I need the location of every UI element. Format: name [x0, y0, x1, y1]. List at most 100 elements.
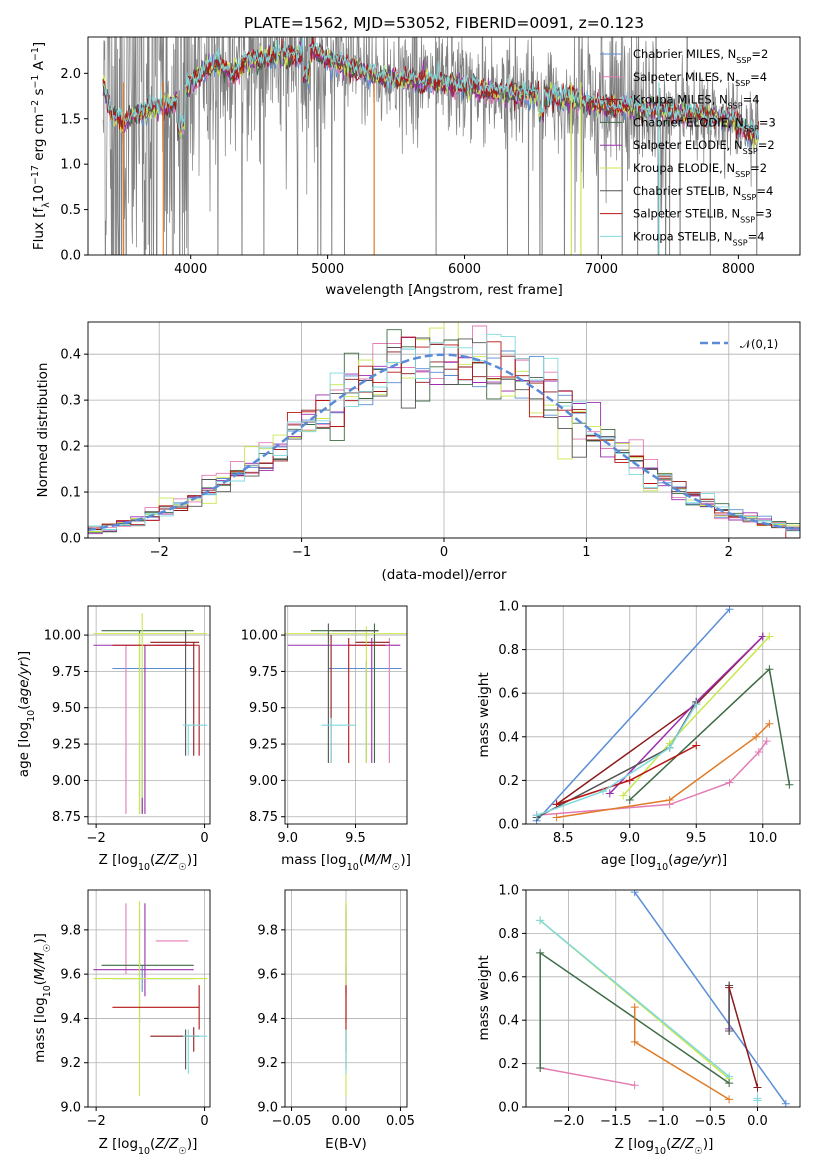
x-tick-label: −0.05: [272, 1114, 312, 1129]
y-axis-label: mass weight: [476, 955, 492, 1040]
weight-marker: [765, 665, 774, 674]
weight-marker: [725, 1027, 734, 1036]
weight-line: [633, 1007, 730, 1101]
x-axis-label: (data-model)/error: [381, 567, 507, 583]
x-axis-label: E(B-V): [325, 1136, 367, 1152]
x-axis-label: Z [log10(Z/Z☉)]: [99, 1136, 198, 1157]
weight-marker: [762, 737, 771, 746]
legend-entry: Chabrier ELODIE, NSSP=3: [633, 115, 776, 132]
weight-marker: [532, 811, 541, 820]
weight-marker: [753, 1083, 762, 1092]
axes-frame: [87, 605, 211, 825]
x-tick-label: 0: [200, 831, 208, 846]
y-tick-label: 0.8: [498, 643, 519, 658]
axes-frame: [525, 605, 801, 825]
x-tick-label: 9.0: [619, 831, 640, 846]
weight-marker: [765, 719, 774, 728]
plot-area: [285, 623, 407, 763]
weight-marker: [725, 983, 734, 992]
x-tick-label: 0.00: [332, 1114, 361, 1129]
y-tick-label: 9.0: [60, 1101, 81, 1116]
weight-marker: [665, 796, 674, 805]
weight-marker: [725, 606, 734, 614]
legend-entry: Salpeter STELIB, NSSP=3: [633, 207, 772, 225]
weight-marker: [536, 1063, 545, 1072]
weight-marker: [781, 1099, 790, 1107]
legend-entry: Chabrier MILES, NSSP=2: [633, 47, 768, 65]
gaussian-reference-curve: [88, 353, 800, 532]
x-tick-label: 7000: [585, 262, 618, 277]
weight-marker: [552, 813, 561, 822]
y-tick-label: 0.0: [498, 818, 519, 833]
y-axis-label: age [log10(age/yr)]: [16, 651, 37, 777]
y-tick-label: 10.00: [241, 629, 278, 644]
y-tick-label: 9.25: [249, 738, 278, 753]
x-tick-label: −1: [292, 545, 311, 560]
chart-title: PLATE=1562, MJD=53052, FIBERID=0091, z=0…: [244, 14, 644, 32]
mass-vs-metallicity-panel: −2 0 9.0 9.2 9.4 9.6 9.8 Z [log10(Z/Z☉)] mass [l…: [32, 889, 211, 1157]
x-axis-label: Z [log10(Z/Z☉)]: [615, 1136, 714, 1157]
y-axis-label: Normed distribution: [35, 363, 51, 498]
weight-marker: [753, 1094, 762, 1103]
weight-marker: [692, 700, 701, 709]
x-tick-label: 2: [725, 545, 733, 560]
y-tick-label: 9.6: [60, 968, 81, 983]
x-tick-label: 5000: [311, 262, 344, 277]
weight-marker: [625, 796, 634, 805]
weight-vs-metallicity-panel: −2.0 −1.5 −1.0 −0.5 0.0 0.0 0.2 0.4 0.6 0.8 1.0 Z […: [476, 884, 801, 1157]
weight-marker: [552, 800, 561, 809]
x-tick-label: −2: [150, 545, 169, 560]
x-tick-label: 1: [582, 545, 590, 560]
x-tick-label: −0.5: [694, 1114, 726, 1129]
weight-vs-age-panel: 8.5 9.0 9.5 10.0 0.0 0.2 0.4 0.6 0.8 1.0 age [log1…: [476, 600, 801, 873]
axes-frame: [87, 36, 801, 256]
y-tick-label: 1.0: [498, 600, 519, 615]
weight-marker: [725, 778, 734, 787]
y-tick-label: 0.2: [60, 440, 81, 455]
weight-marker: [630, 1003, 639, 1012]
y-tick-label: 1.0: [498, 884, 519, 899]
weight-marker: [765, 632, 774, 641]
legend-entry: 𝒩(0,1): [740, 337, 778, 351]
legend-entry: Kroupa STELIB, NSSP=4: [633, 229, 765, 247]
age-vs-mass-panel: 9.0 9.5 8.75 9.00 9.25 9.50 9.75 10.00 mass [log…: [241, 605, 411, 873]
y-tick-label: 0.6: [498, 687, 519, 702]
x-axis-label: mass [log10(M/M☉)]: [281, 852, 411, 873]
y-tick-label: 0.4: [498, 1014, 519, 1029]
y-tick-label: 0.8: [498, 927, 519, 942]
y-tick-label: 9.00: [52, 774, 81, 789]
y-tick-label: 9.50: [249, 701, 278, 716]
x-tick-label: 0.05: [386, 1114, 415, 1129]
y-axis-label: mass [log10(M/M☉)]: [32, 933, 53, 1063]
weight-marker: [605, 789, 614, 798]
weight-line: [536, 608, 731, 822]
x-tick-label: 0: [440, 545, 448, 560]
x-tick-label: −1.5: [600, 1114, 632, 1129]
weight-line: [634, 891, 787, 1105]
weight-line: [556, 723, 770, 819]
data-spectrum-line: [102, 37, 759, 255]
legend-entry: Salpeter ELODIE, NSSP=2: [633, 138, 775, 156]
weight-marker: [785, 780, 794, 789]
weight-marker: [630, 890, 639, 897]
weight-marker: [665, 743, 674, 752]
x-tick-label: 10.0: [748, 831, 777, 846]
y-tick-label: 9.75: [52, 665, 81, 680]
y-axis-label: mass weight: [476, 672, 492, 757]
x-tick-label: 8.5: [553, 831, 574, 846]
weight-marker: [725, 1079, 734, 1088]
weight-marker: [692, 741, 701, 750]
y-tick-label: 9.0: [257, 1101, 278, 1116]
x-tick-label: 0.0: [747, 1114, 768, 1129]
y-tick-label: 10.00: [44, 629, 81, 644]
y-tick-label: 0.0: [60, 249, 81, 264]
weight-marker: [630, 1037, 639, 1046]
y-tick-label: 9.00: [249, 774, 278, 789]
y-tick-label: 0.1: [60, 486, 81, 501]
model-spectrum-line: [102, 37, 760, 141]
y-tick-label: 9.8: [257, 923, 278, 938]
plot-area: [532, 606, 794, 824]
y-tick-label: 0.6: [498, 970, 519, 985]
x-axis-label: wavelength [Angstrom, rest frame]: [325, 282, 563, 298]
